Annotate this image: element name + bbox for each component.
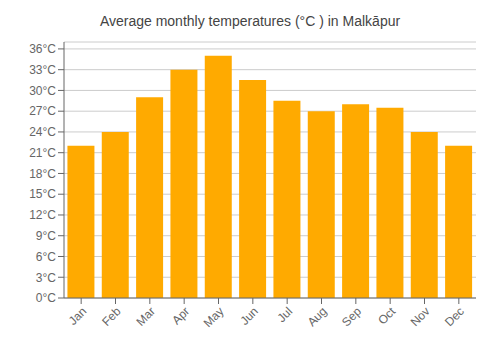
svg-text:21°C: 21°C xyxy=(29,146,56,160)
svg-text:Nov: Nov xyxy=(408,304,433,329)
svg-text:Sep: Sep xyxy=(339,304,364,329)
svg-text:12°C: 12°C xyxy=(29,208,56,222)
svg-text:0°C: 0°C xyxy=(36,291,56,305)
svg-text:Aug: Aug xyxy=(305,304,330,329)
svg-text:27°C: 27°C xyxy=(29,104,56,118)
svg-text:9°C: 9°C xyxy=(36,229,56,243)
svg-text:15°C: 15°C xyxy=(29,187,56,201)
svg-text:May: May xyxy=(201,304,227,330)
svg-text:Mar: Mar xyxy=(133,304,158,329)
svg-text:30°C: 30°C xyxy=(29,84,56,98)
html-text:Average monthly temperatures (: Average monthly temperatures (°C ) in Ma… xyxy=(99,13,401,29)
svg-text:33°C: 33°C xyxy=(29,63,56,77)
svg-text:Jul: Jul xyxy=(275,304,296,325)
svg-text:Dec: Dec xyxy=(442,304,467,329)
svg-text:Apr: Apr xyxy=(169,304,192,327)
svg-text:Jun: Jun xyxy=(237,304,261,328)
svg-text:3°C: 3°C xyxy=(36,271,56,285)
svg-text:36°C: 36°C xyxy=(29,42,56,56)
svg-text:6°C: 6°C xyxy=(36,250,56,264)
svg-text:18°C: 18°C xyxy=(29,167,56,181)
svg-text:Oct: Oct xyxy=(375,304,399,328)
svg-text:Feb: Feb xyxy=(99,304,124,329)
svg-text:Jan: Jan xyxy=(66,304,90,328)
svg-text:24°C: 24°C xyxy=(29,125,56,139)
